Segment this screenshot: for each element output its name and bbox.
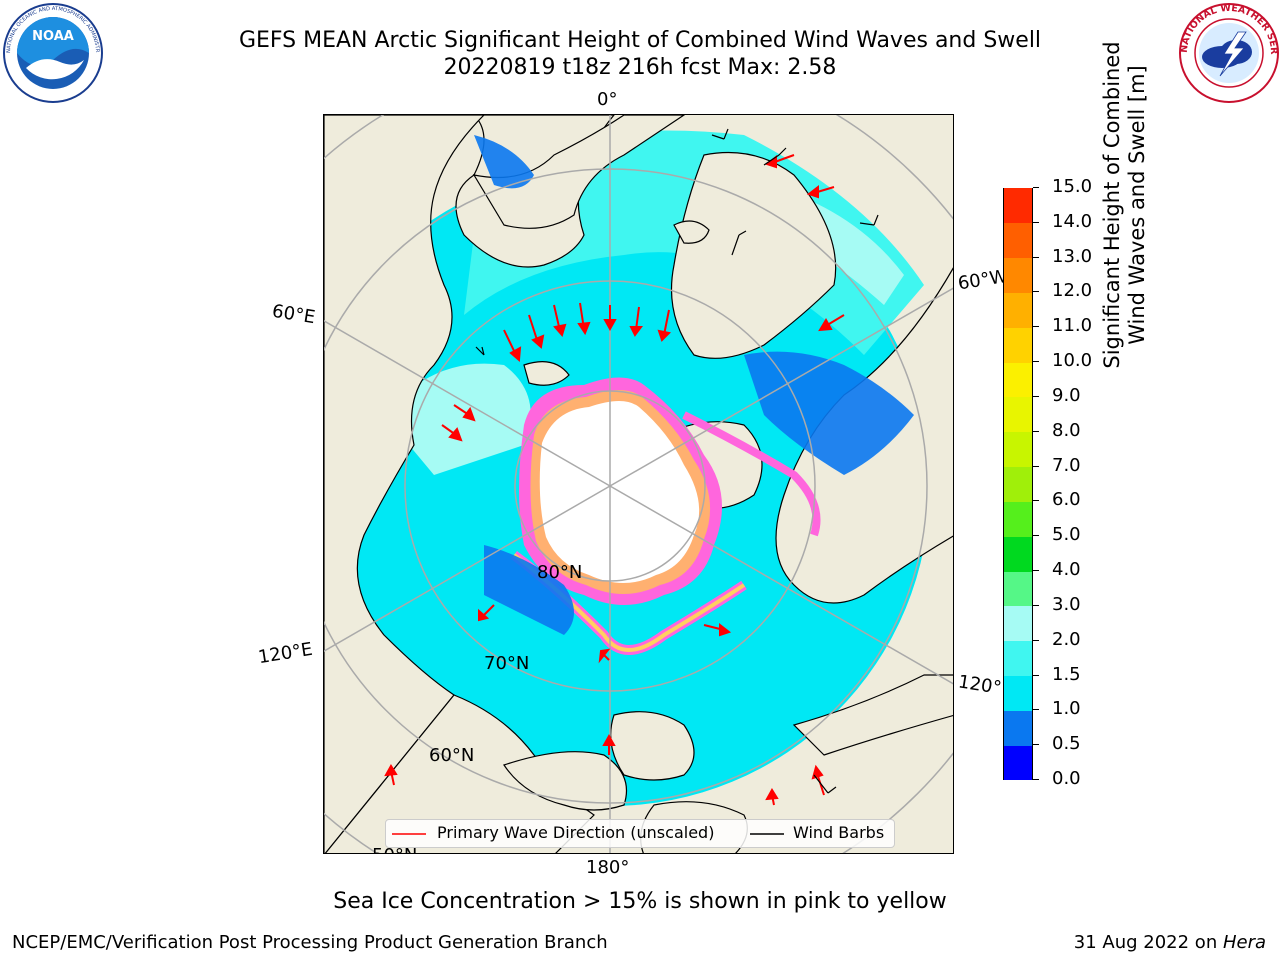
colorbar-tick-label: 5.0 <box>1052 524 1081 546</box>
colorbar-tick-mark <box>1033 395 1039 397</box>
colorbar-tick-label: 0.5 <box>1052 733 1081 755</box>
colorbar-segment <box>1004 536 1032 572</box>
nws-logo-icon: NATIONAL WEATHER SERVICE <box>1178 2 1279 103</box>
colorbar <box>1003 188 1033 781</box>
colorbar-label-line1: Significant Height of Combined <box>1100 41 1124 369</box>
meridian-120e <box>324 485 611 652</box>
map-subtitle: 20220819 t18z 216h fcst Max: 2.58 <box>443 55 837 80</box>
colorbar-tick-mark <box>1033 570 1039 572</box>
lat-label-60n: 60°N <box>429 745 475 766</box>
colorbar-segment <box>1004 396 1032 433</box>
svg-text:NOAA: NOAA <box>32 29 74 44</box>
colorbar-segment <box>1004 466 1032 502</box>
colorbar-tick-mark <box>1033 221 1039 223</box>
colorbar-tick-label: 0.0 <box>1052 768 1081 789</box>
colorbar-tick-mark <box>1033 326 1039 328</box>
credit-machine: Hera <box>1222 932 1266 953</box>
colorbar-tick-label: 1.0 <box>1052 698 1081 720</box>
lat-label-70n: 70°N <box>484 653 530 674</box>
colorbar-tick-label: 14.0 <box>1052 210 1093 232</box>
colorbar-tick-label: 3.0 <box>1052 593 1081 615</box>
colorbar-segment <box>1004 571 1032 607</box>
lat-label-50n: 50°N <box>372 845 417 853</box>
colorbar-tick-label: 15.0 <box>1052 176 1093 197</box>
sea-ice-footnote: Sea Ice Concentration > 15% is shown in … <box>333 889 947 914</box>
map-canvas <box>324 115 953 853</box>
colorbar-tick-label: 2.0 <box>1052 628 1081 650</box>
colorbar-segment <box>1004 675 1032 711</box>
colorbar-tick-label: 1.5 <box>1052 663 1081 685</box>
colorbar-segment <box>1004 327 1032 363</box>
lon-label-0-outer: 0° <box>597 89 618 110</box>
primary-wave-swatch <box>392 833 426 835</box>
colorbar-segment <box>1004 710 1032 746</box>
meridian-60e <box>324 320 611 487</box>
lat-label-80n: 80°N <box>537 562 583 583</box>
colorbar-tick-mark <box>1033 604 1039 606</box>
colorbar-tick-mark <box>1033 709 1039 711</box>
map-title: GEFS MEAN Arctic Significant Height of C… <box>238 28 1042 53</box>
lon-label-60e: 60°E <box>270 300 317 329</box>
colorbar-segment <box>1004 222 1032 259</box>
colorbar-tick-label: 12.0 <box>1052 280 1093 302</box>
colorbar-tick-label: 8.0 <box>1052 419 1081 441</box>
colorbar-segment <box>1004 605 1032 642</box>
colorbar-tick-mark <box>1033 674 1039 676</box>
colorbar-segment <box>1004 257 1032 293</box>
colorbar-tick-mark <box>1033 500 1039 502</box>
meridian-60w <box>609 287 953 487</box>
colorbar-segment <box>1004 501 1032 537</box>
lon-label-180: 180° <box>586 857 630 878</box>
colorbar-tick-label: 11.0 <box>1052 315 1093 337</box>
legend-wind-barbs-label: Wind Barbs <box>793 823 885 842</box>
colorbar-segment <box>1004 362 1032 398</box>
wind-barbs <box>475 128 879 794</box>
map-legend: Primary Wave Direction (unscaled) Wind B… <box>385 819 895 848</box>
colorbar-label: Significant Height of Combined Wind Wave… <box>1100 0 1150 485</box>
colorbar-tick-label: 4.0 <box>1052 559 1081 581</box>
credit-date-text: 31 Aug 2022 on <box>1073 932 1223 953</box>
colorbar-tick-mark <box>1033 430 1039 432</box>
colorbar-tick-mark <box>1033 187 1039 188</box>
wave-direction-arrows <box>384 154 845 806</box>
colorbar-segment <box>1004 292 1032 328</box>
colorbar-tick-mark <box>1033 535 1039 537</box>
colorbar-segment <box>1004 640 1032 677</box>
colorbar-tick-mark <box>1033 779 1039 780</box>
colorbar-tick-label: 13.0 <box>1052 245 1093 267</box>
lon-label-60w: 60°W <box>956 265 1009 295</box>
colorbar-tick-label: 9.0 <box>1052 384 1081 406</box>
colorbar-segment <box>1004 188 1032 224</box>
wind-barb-swatch <box>750 833 784 835</box>
polar-map: 0° 80°N 70°N 60°N 50°N <box>323 114 954 854</box>
colorbar-label-line2: Wind Waves and Swell [m] <box>1125 65 1149 345</box>
credit-branch: NCEP/EMC/Verification Post Processing Pr… <box>12 932 608 953</box>
colorbar-tick-mark <box>1033 639 1039 641</box>
colorbar-tick-mark <box>1033 744 1039 746</box>
colorbar-tick-mark <box>1033 361 1039 363</box>
legend-primary-wave-label: Primary Wave Direction (unscaled) <box>437 823 715 842</box>
lon-label-120e: 120°E <box>256 638 315 669</box>
graticule <box>324 115 953 853</box>
colorbar-segment <box>1004 431 1032 468</box>
colorbar-tick-mark <box>1033 465 1039 467</box>
noaa-logo-icon: NOAA NATIONAL OCEANIC AND ATMOSPHERIC AD… <box>2 2 103 103</box>
colorbar-tick-label: 6.0 <box>1052 489 1081 511</box>
colorbar-tick-label: 7.0 <box>1052 454 1081 476</box>
credit-date: 31 Aug 2022 on Hera <box>1074 932 1266 953</box>
colorbar-tick-mark <box>1033 256 1039 258</box>
meridian-120w <box>609 485 953 685</box>
colorbar-segment <box>1004 745 1032 781</box>
colorbar-tick-label: 10.0 <box>1052 350 1093 372</box>
colorbar-tick-mark <box>1033 291 1039 293</box>
